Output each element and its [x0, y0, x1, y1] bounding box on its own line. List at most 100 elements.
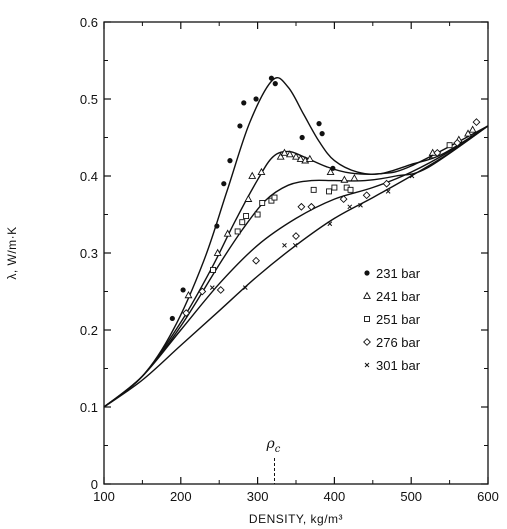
legend-marker-276-bar [363, 338, 371, 346]
legend-label-251-bar: 251 bar [376, 312, 421, 327]
legend-label-276-bar: 276 bar [376, 335, 421, 350]
cross-stroke [327, 221, 333, 227]
point-276-bar [292, 232, 300, 240]
point-301-bar [327, 221, 333, 227]
point-241-bar [285, 150, 294, 158]
point-241-bar [350, 173, 359, 182]
point-301-bar [282, 242, 287, 248]
x-tick-label: 100 [93, 489, 115, 504]
point-251-bar [331, 184, 338, 191]
cross-stroke [409, 173, 415, 179]
point-276-bar [382, 179, 391, 188]
cross-stroke [282, 242, 287, 248]
x-tick-label: 600 [477, 489, 499, 504]
curve-231-bar [103, 77, 489, 408]
point-301-bar [358, 202, 363, 208]
x-axis-title: DENSITY, kg/m³ [249, 512, 343, 526]
point-251-bar [239, 219, 246, 226]
cross-stroke [242, 285, 248, 291]
point-276-bar [362, 191, 371, 200]
point-276-bar [339, 195, 348, 204]
point-241-bar [257, 167, 266, 176]
point-241-bar [213, 248, 222, 256]
y-tick-label: 0 [91, 477, 98, 492]
point-231-bar [227, 158, 233, 164]
point-241-bar [468, 125, 477, 133]
point-241-bar [464, 129, 472, 137]
x-tick-label: 200 [170, 489, 192, 504]
critical-density-label: ρc [265, 436, 280, 455]
data-points [169, 75, 481, 322]
point-301-bar [347, 204, 353, 210]
point-231-bar [253, 96, 259, 102]
cross-stroke [385, 189, 391, 194]
point-241-bar [326, 167, 335, 176]
legend-marker-231-bar [364, 270, 370, 276]
legend-label-241-bar: 241 bar [376, 289, 421, 304]
point-276-bar [453, 138, 462, 147]
point-231-bar [299, 134, 305, 141]
point-251-bar [326, 188, 332, 195]
point-301-bar [292, 242, 298, 248]
point-241-bar [296, 154, 305, 162]
x-tick-label: 300 [247, 489, 269, 504]
x-tick-label: 400 [324, 489, 346, 504]
point-241-bar [276, 152, 285, 160]
point-231-bar [272, 81, 278, 87]
y-tick-label: 0.3 [80, 246, 98, 261]
point-241-bar [184, 291, 193, 299]
point-231-bar [268, 75, 275, 81]
curve-241-bar [103, 125, 489, 408]
point-241-bar [280, 148, 289, 156]
y-tick-label: 0.6 [80, 15, 98, 30]
point-241-bar [292, 152, 300, 160]
legend-marker-301-bar [364, 362, 370, 368]
legend: 231 bar 241 bar 251 bar 276 bar 301 bar [363, 266, 421, 373]
point-276-bar [198, 287, 207, 296]
point-301-bar [409, 173, 415, 179]
point-276-bar [297, 202, 306, 211]
point-231-bar [214, 223, 220, 229]
point-276-bar [472, 118, 481, 127]
point-251-bar [268, 197, 275, 204]
legend-marker-251-bar [364, 316, 370, 322]
curve-251-bar [103, 125, 489, 408]
point-241-bar [223, 229, 232, 237]
point-231-bar [316, 121, 322, 127]
point-276-bar [307, 202, 316, 211]
point-251-bar [234, 228, 241, 235]
point-251-bar [210, 266, 217, 273]
curve-276-bar [103, 125, 489, 408]
point-231-bar [169, 315, 175, 322]
point-276-bar [433, 148, 442, 157]
point-251-bar [347, 186, 354, 193]
point-241-bar [305, 154, 314, 162]
axes: 100 200 300 400 500 600 0 0.1 0.2 0.3 0.4 0.5 0.6 [80, 15, 499, 504]
cross-stroke [428, 154, 434, 160]
legend-marker-241-bar [363, 291, 371, 299]
y-axis-title: λ, W/m·K [5, 226, 19, 279]
cross-stroke [209, 285, 215, 291]
legend-label-301-bar: 301 bar [376, 358, 421, 373]
legend-label-231-bar: 231 bar [376, 266, 421, 281]
point-241-bar [340, 175, 349, 183]
point-231-bar [221, 181, 227, 187]
point-251-bar [254, 211, 261, 218]
point-251-bar [271, 194, 278, 201]
point-251-bar [310, 186, 317, 193]
fitted-curves [103, 77, 489, 408]
y-tick-label: 0.4 [80, 169, 98, 184]
point-301-bar [385, 189, 391, 194]
point-276-bar [182, 309, 191, 317]
cross-stroke [347, 204, 353, 210]
point-251-bar [259, 199, 266, 206]
point-301-bar [428, 154, 434, 160]
critical-density-annotation: ρc [265, 436, 281, 484]
point-301-bar [209, 285, 215, 291]
point-241-bar [244, 194, 253, 202]
point-276-bar [216, 286, 225, 294]
point-251-bar [446, 142, 453, 149]
point-241-bar [248, 171, 257, 179]
point-251-bar [243, 213, 250, 219]
